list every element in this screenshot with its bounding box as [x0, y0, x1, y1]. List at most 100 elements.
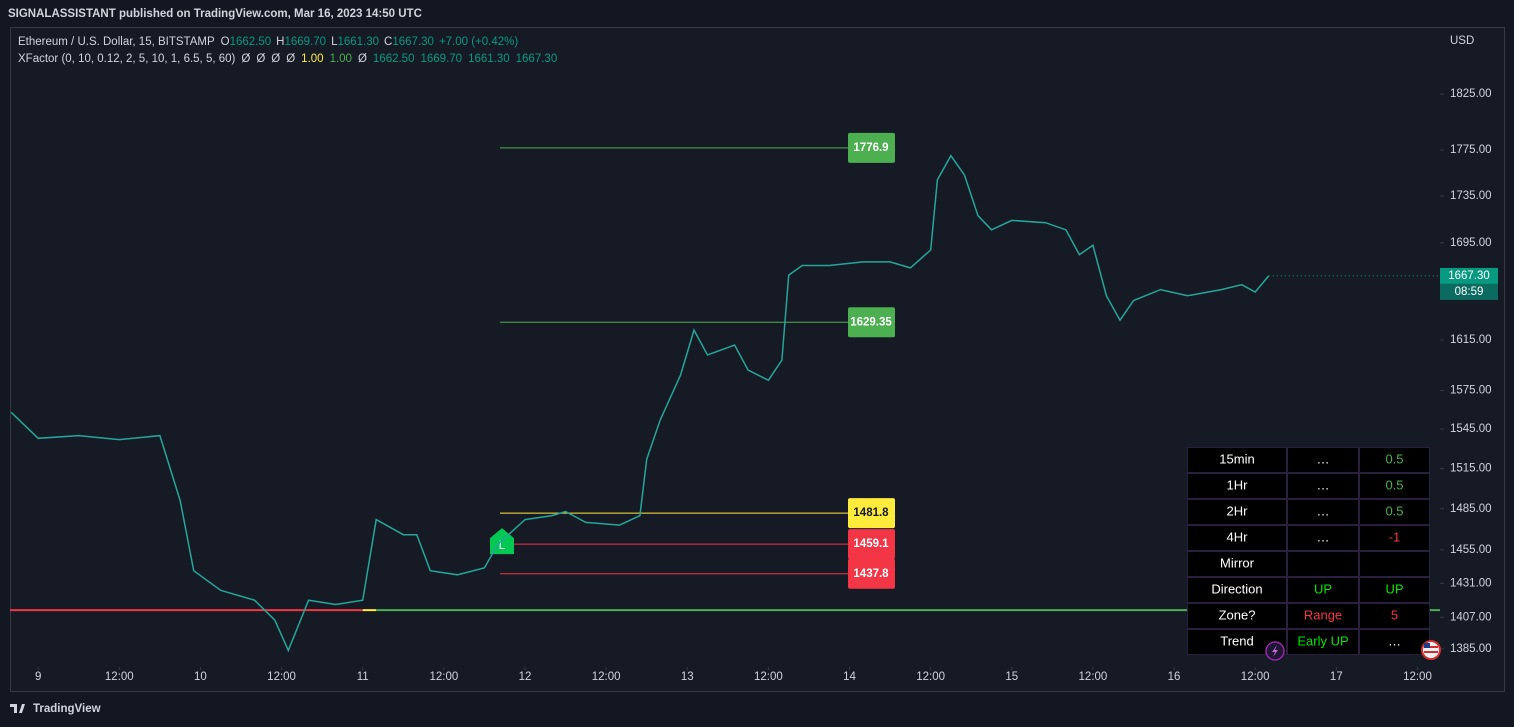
y-tick-label: 1695.00	[1450, 237, 1492, 249]
table-cell	[1287, 577, 1359, 603]
x-tick-label: 12:00	[267, 671, 296, 683]
table-text: UP	[1314, 581, 1332, 596]
table-text: UP	[1385, 581, 1403, 596]
table-text: Direction	[1211, 581, 1262, 596]
brand: TradingView	[33, 703, 101, 715]
level-label: 1459.1	[853, 538, 889, 550]
table-cell	[1287, 551, 1359, 577]
level-box	[848, 307, 895, 338]
indicator-value: 1667.30	[516, 53, 558, 65]
x-tick-label: 17	[1330, 671, 1343, 683]
change: +7.00 (+0.42%)	[439, 36, 518, 48]
level-box	[848, 529, 895, 560]
table-text: 2Hr	[1227, 503, 1249, 518]
ohlc-value: 1662.50	[230, 36, 272, 48]
price-line	[10, 154, 1270, 653]
table-cell	[1187, 499, 1287, 525]
y-tick-label: 1615.00	[1450, 334, 1492, 346]
table-cell	[1187, 551, 1287, 577]
table-cell	[1287, 603, 1359, 629]
x-tick-label: 9	[35, 671, 41, 683]
y-tick-label: 1825.00	[1450, 88, 1492, 100]
table-text: Trend	[1220, 633, 1253, 648]
y-tick-label: 1575.00	[1450, 384, 1492, 396]
x-tick-label: 16	[1168, 671, 1181, 683]
currency-label: USD	[1450, 35, 1474, 47]
x-tick-label: 12	[519, 671, 532, 683]
table-text: …	[1317, 451, 1330, 466]
ohlc-key: O	[221, 36, 230, 48]
x-tick-label: 14	[843, 671, 856, 683]
y-tick-label: 1545.00	[1450, 423, 1492, 435]
publisher-line: SIGNALASSISTANT published on TradingView…	[8, 8, 422, 20]
table-cell	[1187, 603, 1287, 629]
level-label: 1481.8	[853, 507, 889, 519]
ohlc-value: 1669.70	[284, 36, 326, 48]
indicator-value: 1.00	[301, 53, 323, 65]
y-tick-label: 1385.00	[1450, 643, 1492, 655]
ohlc-key: H	[276, 36, 284, 48]
indicator-value: 1.00	[330, 53, 352, 65]
countdown-box	[1440, 283, 1498, 300]
x-tick-label: 12:00	[592, 671, 621, 683]
x-tick-label: 15	[1005, 671, 1018, 683]
table-text: …	[1317, 503, 1330, 518]
table-cell	[1359, 499, 1430, 525]
table-cell	[1287, 447, 1359, 473]
indicator-value: Ø	[256, 53, 265, 65]
tv-logo: TradingView	[10, 703, 101, 715]
level-label: 1437.8	[853, 568, 889, 580]
level-box	[848, 132, 895, 163]
x-tick-label: 12:00	[105, 671, 134, 683]
table-text: -1	[1389, 529, 1401, 544]
last-price-label: 1667.30	[1448, 270, 1490, 282]
y-tick-label: 1735.00	[1450, 190, 1492, 202]
table-text: 15min	[1219, 451, 1254, 466]
countdown-label: 08:59	[1455, 286, 1484, 298]
table-text: …	[1388, 633, 1401, 648]
indicator-value: 1661.30	[468, 53, 510, 65]
y-tick-label: 1431.00	[1450, 577, 1492, 589]
x-tick-label: 12:00	[1241, 671, 1270, 683]
indicator-legend: XFactor (0, 10, 0.12, 2, 5, 10, 1, 6.5, …	[18, 53, 557, 65]
ohlc-value: 1667.30	[392, 36, 434, 48]
table-text: 5	[1391, 607, 1398, 622]
symbol-legend: Ethereum / U.S. Dollar, 15, BITSTAMP O166…	[18, 36, 518, 48]
x-tick-label: 13	[681, 671, 694, 683]
signal-label: L	[499, 540, 506, 552]
table-text: 1Hr	[1227, 477, 1249, 492]
x-tick-label: 11	[357, 671, 369, 683]
icons	[1265, 640, 1441, 661]
table-text: Zone?	[1219, 607, 1256, 622]
table-text: 0.5	[1385, 503, 1403, 518]
table-cell	[1359, 551, 1430, 577]
indicator-name: XFactor (0, 10, 0.12, 2, 5, 10, 1, 6.5, …	[18, 53, 236, 65]
y-tick-label: 1455.00	[1450, 544, 1492, 556]
indicator-value: Ø	[241, 53, 250, 65]
level-label: 1776.9	[853, 142, 888, 154]
indicator-value: Ø	[286, 53, 295, 65]
x-tick-label: 12:00	[1079, 671, 1108, 683]
x-tick-label: 10	[194, 671, 207, 683]
table-text: Mirror	[1220, 555, 1255, 570]
indicator-value: Ø	[358, 53, 367, 65]
table-cell	[1287, 525, 1359, 551]
table-cell	[1359, 525, 1430, 551]
table-cell	[1287, 473, 1359, 499]
table-text: Range	[1304, 607, 1342, 622]
table-text: …	[1317, 529, 1330, 544]
table-cell	[1359, 577, 1430, 603]
y-tick-label: 1485.00	[1450, 503, 1492, 515]
table-cell	[1187, 473, 1287, 499]
y-tick-label: 1775.00	[1450, 144, 1492, 156]
indicator-value: Ø	[271, 53, 280, 65]
y-tick-label: 1515.00	[1450, 463, 1492, 475]
table-text: 0.5	[1385, 451, 1403, 466]
level-label: 1629.35	[850, 316, 892, 328]
last-price-box	[1440, 267, 1498, 284]
table-cell	[1287, 499, 1359, 525]
table-text: …	[1317, 477, 1330, 492]
level-box	[848, 558, 895, 589]
